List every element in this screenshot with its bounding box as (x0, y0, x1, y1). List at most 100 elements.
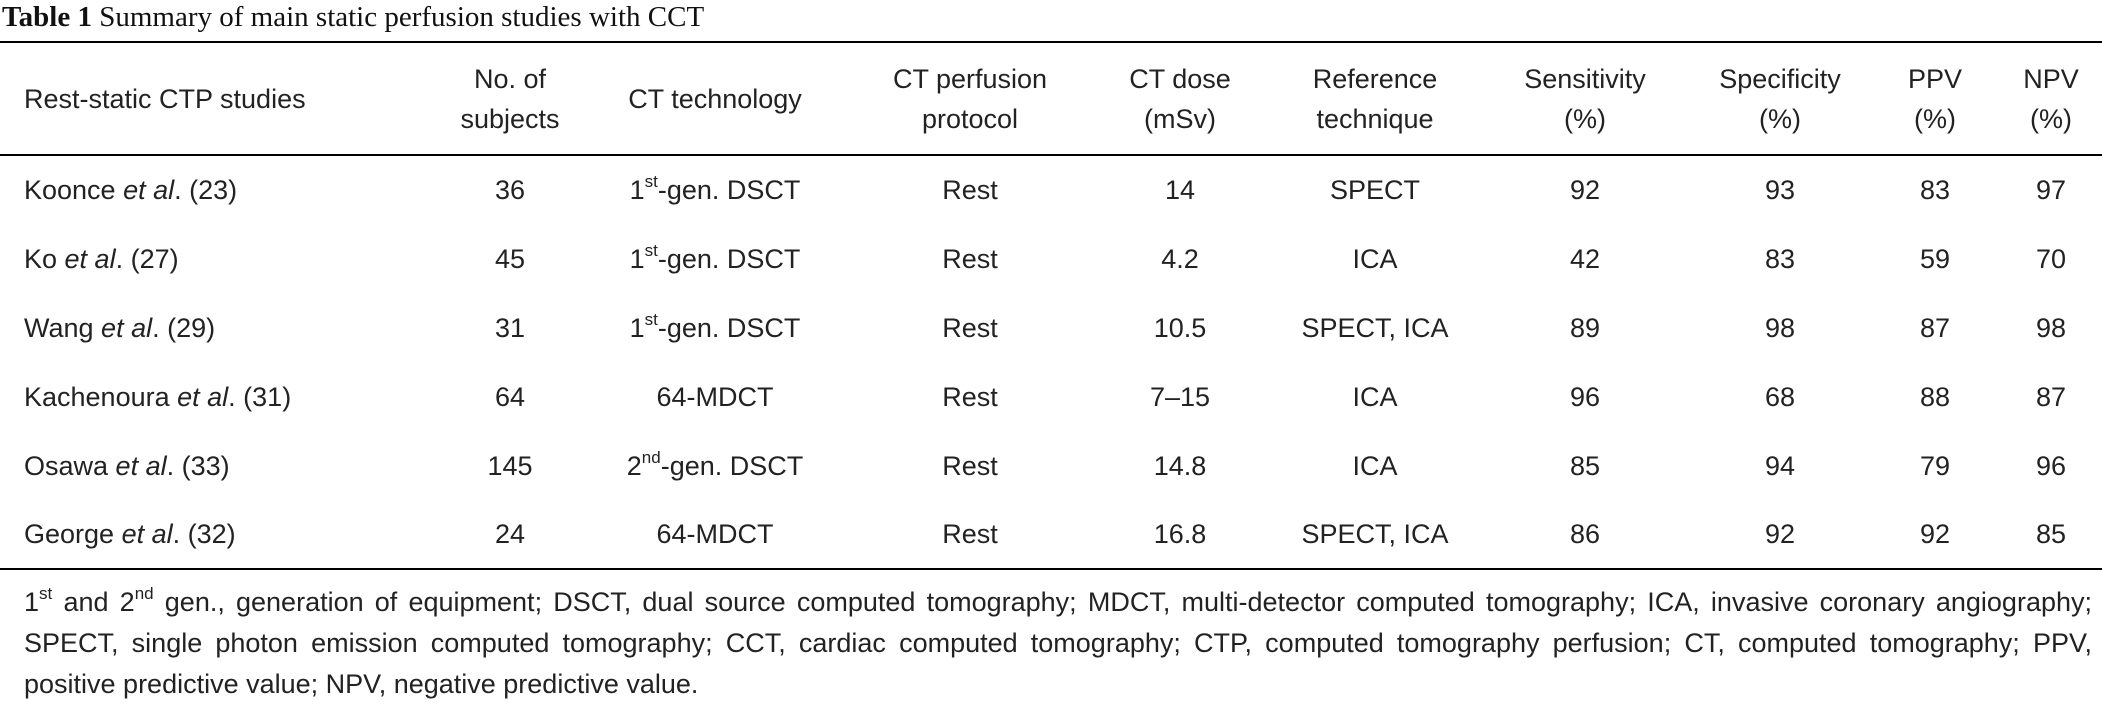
cell-protocol: Rest (942, 175, 998, 205)
cell-reference: ICA (1352, 450, 1398, 481)
header-line: Rest-static CTP studies (24, 83, 306, 114)
cell-subjects: 31 (494, 312, 526, 343)
et-al: et al (101, 312, 153, 343)
header-cell: CT perfusion protocol (850, 42, 1090, 155)
header-cell: PPV (%) (1870, 42, 2000, 155)
cell-reference: SPECT, ICA (1301, 519, 1449, 549)
cell-reference: SPECT (1329, 175, 1421, 205)
cell-sensitivity: 42 (1569, 243, 1601, 274)
data-row: Ko et al. (27) 45 1st-gen. DSCT Rest 4.2 ICA 4… (0, 224, 2102, 293)
table-title: Table 1 Summary of main static perfusion… (2, 0, 704, 40)
header-cell: CT dose (mSv) (1090, 42, 1270, 155)
cell-study: Ko et al. (27) (0, 224, 440, 293)
table-label: Table 1 (2, 1, 92, 33)
ordinal-suffix: st (644, 172, 658, 191)
cell-study: Wang et al. (29) (0, 293, 440, 362)
text-part: Koonce (24, 175, 124, 205)
header-line: protocol (921, 103, 1019, 134)
header-cell: No. of subjects (440, 42, 580, 155)
cell-ppv: 87 (1919, 312, 1951, 343)
cell-subjects: 145 (487, 450, 533, 481)
header-line: (mSv) (1144, 103, 1216, 134)
text-part: . (33) (166, 450, 230, 481)
text-part: . (31) (228, 381, 292, 412)
header-cell: Sensitivity (%) (1480, 42, 1690, 155)
cell-technology: 1st-gen. DSCT (580, 224, 850, 293)
cell-protocol: Rest (942, 381, 998, 412)
text-part: -gen. DSCT (660, 450, 804, 481)
header-line: (%) (1759, 103, 1801, 134)
cell-npv: 85 (2035, 519, 2067, 549)
et-al: et al (121, 519, 173, 549)
cell-technology: 1st-gen. DSCT (580, 293, 850, 362)
header-line: PPV (1907, 63, 1963, 94)
cell-npv: 97 (2035, 175, 2067, 205)
cell-sensitivity: 85 (1569, 450, 1601, 481)
ordinal-suffix: nd (641, 447, 661, 467)
header-line: (%) (2030, 103, 2072, 134)
data-row: Wang et al. (29) 31 1st-gen. DSCT Rest 10.5 S… (0, 293, 2102, 362)
ordinal-suffix: st (39, 584, 53, 603)
cell-dose: 7–15 (1149, 381, 1211, 412)
cell-npv: 98 (2035, 312, 2067, 343)
text-part: 1 (629, 175, 645, 205)
text-part: Wang (24, 312, 102, 343)
footnote-text: 1 (24, 587, 40, 617)
cell-specificity: 92 (1764, 519, 1796, 549)
header-line: (%) (1914, 103, 1956, 134)
footnote: 1st and 2nd gen., generation of equipmen… (24, 582, 2092, 705)
cell-ppv: 83 (1919, 175, 1951, 205)
text-part: Kachenoura (24, 381, 178, 412)
cell-specificity: 93 (1764, 175, 1796, 205)
cell-specificity: 94 (1764, 450, 1796, 481)
cell-protocol: Rest (942, 519, 998, 549)
cell-specificity: 68 (1764, 381, 1796, 412)
cell-subjects: 36 (494, 175, 526, 205)
cell-sensitivity: 86 (1569, 519, 1601, 549)
text-part: -gen. DSCT (657, 175, 801, 205)
cell-technology: 64-MDCT (580, 500, 850, 569)
data-row: Kachenoura et al. (31) 64 64-MDCT Rest 7–15 I… (0, 362, 2102, 431)
cell-reference: ICA (1352, 381, 1398, 412)
header-line: (%) (1564, 103, 1606, 134)
data-row: George et al. (32) 24 64-MDCT Rest 16.8 SPECT… (0, 500, 2102, 569)
table: Rest-static CTP studies No. of subjects CT … (0, 41, 2102, 570)
cell-ppv: 92 (1919, 519, 1951, 549)
cell-npv: 70 (2035, 243, 2067, 274)
cell-ppv: 79 (1919, 450, 1951, 481)
ordinal-suffix: st (644, 309, 658, 329)
ordinal-suffix: st (644, 240, 658, 260)
cell-specificity: 83 (1764, 243, 1796, 274)
cell-protocol: Rest (942, 450, 998, 481)
footnote-text: and 2 (52, 587, 135, 617)
cell-reference: ICA (1352, 243, 1398, 274)
header-line: CT dose (1129, 63, 1231, 94)
text-part: -gen. DSCT (657, 243, 801, 274)
cell-dose: 4.2 (1161, 243, 1199, 274)
header-line: subjects (460, 103, 560, 134)
header-line: technique (1316, 103, 1434, 134)
text-part: 2 (626, 450, 642, 481)
cell-technology: 1st-gen. DSCT (580, 155, 850, 224)
cell-dose: 10.5 (1153, 312, 1207, 343)
cell-subjects: 45 (494, 243, 526, 274)
cell-technology: 2nd-gen. DSCT (580, 431, 850, 500)
header-cell: Reference technique (1270, 42, 1480, 155)
table-caption: Summary of main static perfusion studies… (99, 1, 705, 33)
cell-subjects: 24 (494, 519, 526, 549)
text-part: 64-MDCT (656, 519, 774, 549)
cell-sensitivity: 96 (1569, 381, 1601, 412)
header-line: No. of (473, 63, 547, 94)
data-row: Koonce et al. (23) 36 1st-gen. DSCT Rest 14 S… (0, 155, 2102, 224)
cell-ppv: 88 (1919, 381, 1951, 412)
cell-npv: 96 (2035, 450, 2067, 481)
ordinal-suffix: nd (134, 584, 154, 603)
cell-technology: 64-MDCT (580, 362, 850, 431)
text-part: -gen. DSCT (657, 312, 801, 343)
header-row: Rest-static CTP studies No. of subjects CT … (0, 42, 2102, 155)
text-part: Osawa (24, 450, 116, 481)
cell-reference: SPECT, ICA (1301, 312, 1449, 343)
cell-study: George et al. (32) (0, 500, 440, 569)
header-line: CT technology (628, 83, 802, 114)
header-cell: NPV (%) (2000, 42, 2102, 155)
